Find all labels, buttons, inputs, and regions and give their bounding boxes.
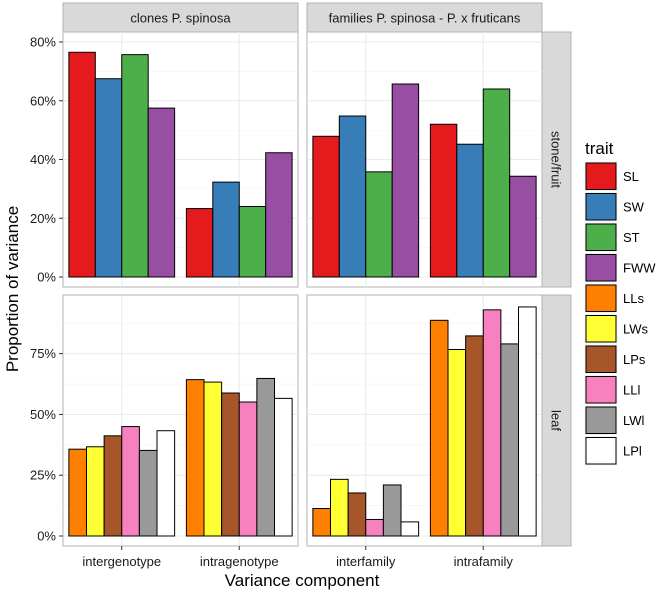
- bar-intrafamily-FWW: [509, 175, 537, 278]
- legend-label-FWW: FWW: [623, 260, 656, 275]
- x-tick-label: interfamily: [336, 554, 396, 569]
- bar-intergenotype-LLl: [121, 426, 140, 537]
- bar-intragenotype-SW: [212, 181, 240, 278]
- legend-label-LWs: LWs: [623, 321, 649, 336]
- y-tick-label: 0%: [37, 270, 56, 285]
- bar-intragenotype-LWs: [203, 381, 223, 537]
- bar-intragenotype-LWl: [256, 377, 275, 537]
- legend-swatch-LPs: [585, 345, 617, 373]
- bar-intrafamily-SL: [429, 123, 458, 278]
- y-tick-label: 25%: [30, 468, 56, 483]
- bar-interfamily-LLs: [312, 508, 331, 537]
- y-tick-label: 40%: [30, 152, 56, 167]
- bar-intragenotype-LPs: [221, 392, 240, 537]
- bar-intrafamily-SW: [456, 143, 484, 278]
- bar-intragenotype-SL: [185, 208, 214, 278]
- strip-row-1: [541, 294, 572, 547]
- legend-swatch-SW: [585, 193, 617, 221]
- legend-label-SW: SW: [623, 199, 645, 214]
- legend-swatch-ST: [585, 223, 617, 251]
- bar-interfamily-LWs: [330, 478, 349, 537]
- strip-row-0: [541, 31, 572, 288]
- x-tick-label: intrafamily: [454, 554, 514, 569]
- bar-intragenotype-LLl: [238, 401, 258, 537]
- y-tick-label: 60%: [30, 93, 56, 108]
- bar-intergenotype-LPs: [103, 435, 123, 537]
- legend-swatch-LLs: [585, 284, 617, 312]
- legend-label-SL: SL: [623, 169, 639, 184]
- legend-swatch-LWl: [585, 406, 617, 434]
- bar-intergenotype-ST: [121, 54, 149, 278]
- x-tick-label: intergenotype: [82, 554, 161, 569]
- strip-label-stone-fruit: stone/fruit: [549, 131, 564, 188]
- bar-interfamily-LPs: [347, 492, 367, 537]
- bar-intrafamily-LPs: [465, 335, 484, 537]
- strip-label-leaf: leaf: [549, 410, 564, 431]
- legend: trait SL SW ST FWW LLs LWs LPs LLl LWl LPl: [583, 139, 656, 467]
- legend-label-LLl: LLl: [623, 382, 640, 397]
- bar-interfamily-LWl: [382, 484, 402, 537]
- bar-intergenotype-SW: [94, 78, 123, 278]
- bar-intergenotype-SL: [68, 51, 96, 278]
- bar-intrafamily-LWl: [500, 343, 519, 537]
- bar-interfamily-SL: [312, 135, 340, 278]
- bar-interfamily-LLl: [365, 518, 384, 537]
- legend-label-LPs: LPs: [623, 352, 646, 367]
- y-tick-label: 0%: [37, 529, 56, 544]
- legend-label-LWl: LWl: [623, 413, 645, 428]
- legend-label-ST: ST: [623, 230, 640, 245]
- strip-label-clones: clones P. spinosa: [130, 11, 231, 26]
- bar-intrafamily-ST: [482, 88, 511, 278]
- bar-interfamily-LPl: [400, 521, 420, 537]
- legend-swatch-LPl: [585, 437, 617, 465]
- panels: 0% 20% 40% 60% 80% 0% 25% 50% 75% intergenotype in…: [30, 31, 543, 569]
- bar-interfamily-SW: [338, 115, 367, 278]
- bar-intergenotype-LLs: [68, 448, 87, 537]
- bar-intragenotype-LPl: [274, 397, 293, 537]
- bar-intergenotype-FWW: [147, 107, 176, 278]
- legend-label-LPl: LPl: [623, 443, 642, 458]
- bar-intergenotype-LWs: [86, 446, 105, 537]
- bar-intrafamily-LLl: [482, 309, 502, 537]
- legend-swatch-SL: [585, 162, 617, 190]
- legend-swatch-FWW: [585, 254, 617, 282]
- y-axis-title: Proportion of variance: [3, 206, 22, 372]
- bar-intragenotype-LLs: [185, 379, 205, 537]
- legend-label-LLs: LLs: [623, 291, 644, 306]
- strip-col-1: [306, 2, 543, 33]
- legend-title: trait: [585, 139, 614, 158]
- legend-swatch-LLl: [585, 376, 617, 404]
- x-tick-label: intragenotype: [200, 554, 279, 569]
- bar-intragenotype-ST: [238, 206, 267, 278]
- strip-col-0: [62, 2, 299, 33]
- bar-intergenotype-LWl: [138, 449, 158, 537]
- y-tick-label: 75%: [30, 346, 56, 361]
- strip-label-families: families P. spinosa - P. x fruticans: [329, 11, 521, 26]
- legend-swatch-LWs: [585, 315, 617, 343]
- bar-interfamily-FWW: [391, 83, 420, 278]
- bar-interfamily-ST: [365, 171, 393, 278]
- bar-intrafamily-LPl: [518, 306, 537, 537]
- bar-intrafamily-LWs: [447, 348, 467, 537]
- bar-intergenotype-LPl: [156, 430, 176, 537]
- y-tick-label: 80%: [30, 35, 56, 50]
- bar-intragenotype-FWW: [265, 152, 293, 278]
- y-tick-label: 20%: [30, 211, 56, 226]
- y-tick-label: 50%: [30, 407, 56, 422]
- bar-intrafamily-LLs: [429, 319, 449, 537]
- x-axis-title: Variance component: [225, 571, 380, 590]
